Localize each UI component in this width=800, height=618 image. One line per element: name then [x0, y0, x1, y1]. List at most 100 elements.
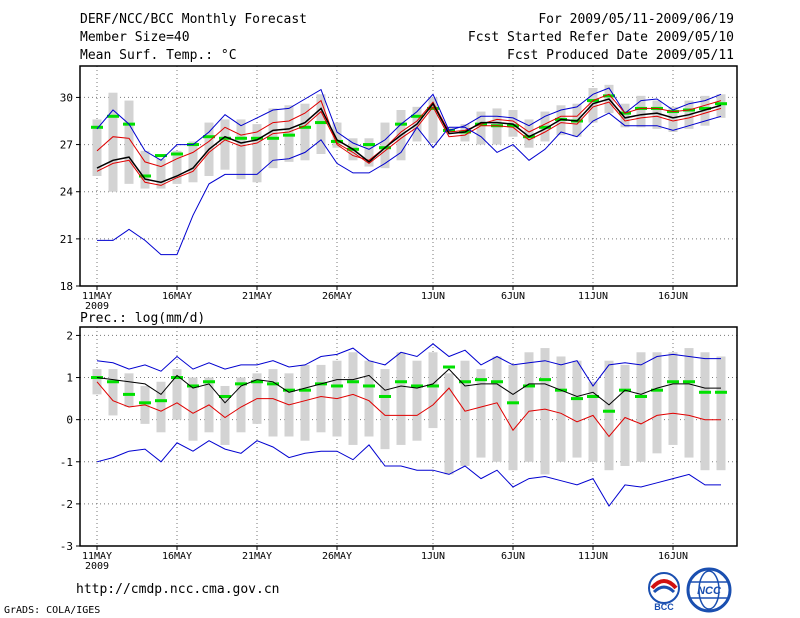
ncc-logo-text: NCC [697, 585, 722, 597]
spread-box [220, 119, 230, 170]
median-marker [491, 380, 503, 384]
median-marker [427, 384, 439, 388]
spread-box [300, 103, 310, 161]
spread-box [108, 92, 118, 192]
median-marker [155, 399, 167, 403]
spread-box [300, 364, 310, 441]
median-marker [139, 174, 151, 178]
median-marker [667, 380, 679, 384]
series-line-mean [96, 381, 721, 438]
median-marker [379, 394, 391, 398]
spread-box [236, 119, 246, 180]
spread-box [332, 122, 342, 148]
spread-box [700, 95, 710, 126]
spread-box [444, 373, 454, 475]
x-tick-label: 6JUN [501, 291, 525, 302]
spread-box [620, 103, 630, 128]
spread-box [604, 360, 614, 471]
median-marker [203, 380, 215, 384]
x-tick-label: 16MAY [162, 551, 192, 562]
median-marker [171, 376, 183, 380]
forecast-produced-date: Fcst Produced Date 2009/05/11 [507, 48, 734, 63]
source-url[interactable]: http://cmdp.ncc.cma.gov.cn [76, 582, 280, 597]
spread-box [236, 377, 246, 433]
spread-box [364, 360, 374, 437]
median-marker [523, 384, 535, 388]
median-marker [155, 154, 167, 158]
median-marker [539, 125, 551, 129]
median-marker [699, 106, 711, 110]
median-marker [395, 380, 407, 384]
spread-box [652, 352, 662, 454]
x-tick-label: 1JUN [421, 291, 445, 302]
x-tick-label: 6JUN [501, 551, 525, 562]
spread-box [172, 150, 182, 184]
spread-box [508, 364, 518, 471]
median-marker [539, 378, 551, 382]
median-marker [411, 384, 423, 388]
spread-box [652, 100, 662, 129]
y-tick-label: 0 [66, 414, 73, 427]
spread-box [492, 356, 502, 462]
x-tick-label: 1JUN [421, 551, 445, 562]
precipitation-panel: -3 -2 -1 0 1 2 11MAY 16MAY 21MAY 26MAY 1JUN 6JUN 11J… [60, 326, 738, 572]
median-marker [507, 401, 519, 405]
spread-box [220, 385, 230, 445]
median-marker [427, 106, 439, 110]
median-marker [363, 143, 375, 147]
spread-box [156, 381, 166, 433]
spread-box [668, 352, 678, 445]
median-marker [331, 139, 343, 143]
plot-frame [79, 65, 738, 287]
median-marker [299, 125, 311, 129]
median-marker [331, 384, 343, 388]
year-label: 2009 [85, 561, 109, 572]
spread-box [636, 352, 646, 462]
spread-box [108, 369, 118, 416]
ncc-logo: NCC [686, 567, 732, 613]
spread-box [588, 88, 598, 123]
spread-box [524, 352, 534, 462]
series-line-lower [96, 101, 722, 186]
y-tick-label: 24 [60, 186, 74, 199]
spread-box [588, 381, 598, 462]
forecast-start-date: Fcst Started Refer Date 2009/05/10 [467, 30, 734, 45]
y-tick-label: 18 [60, 280, 73, 293]
median-marker [219, 136, 231, 140]
median-marker [299, 388, 311, 392]
y-tick-label: -3 [60, 540, 73, 553]
median-marker [283, 388, 295, 392]
spread-box [92, 369, 102, 395]
series-line-min [97, 112, 722, 256]
y-tick-label: -1 [60, 456, 73, 469]
temperature-panel: 18 21 24 27 30 11MAY 16MAY 21MAY 26MAY 1JUN 6JUN 11… [60, 65, 738, 312]
spread-box [188, 141, 198, 183]
x-tick-label: 26MAY [322, 291, 352, 302]
spread-box [412, 360, 422, 441]
median-marker [635, 394, 647, 398]
series-line-max [96, 343, 721, 387]
spread-box [572, 360, 582, 458]
median-marker [363, 384, 375, 388]
spread-box [524, 119, 534, 148]
median-marker [251, 136, 263, 140]
x-tick-label: 21MAY [242, 291, 272, 302]
spread-box [668, 106, 678, 132]
median-marker [315, 121, 327, 125]
y-tick-label: 30 [60, 91, 73, 104]
median-marker [603, 409, 615, 413]
median-marker [459, 380, 471, 384]
spread-box [252, 124, 262, 183]
median-marker [347, 380, 359, 384]
median-marker [651, 388, 663, 392]
x-tick-label: 16MAY [162, 291, 192, 302]
x-tick-label: 11MAY [82, 291, 112, 302]
median-marker [203, 135, 215, 139]
spread-box [428, 97, 438, 143]
member-size-label: Member Size=40 [80, 30, 190, 45]
spread-box [124, 100, 134, 184]
x-tick-label: 26MAY [322, 551, 352, 562]
spread-box [172, 369, 182, 420]
bcc-logo: BCC [648, 572, 680, 612]
median-marker [411, 114, 423, 118]
